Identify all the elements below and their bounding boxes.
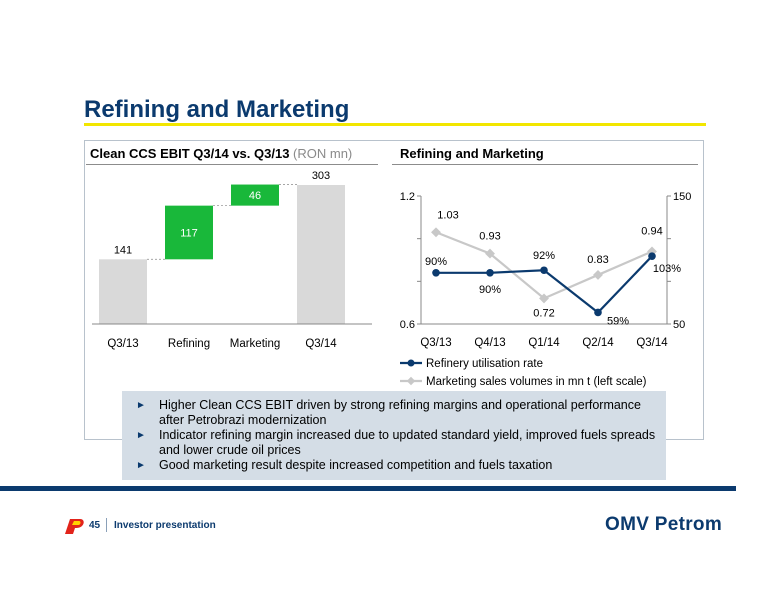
waterfall-category-label: Marketing xyxy=(230,338,281,350)
waterfall-bar xyxy=(231,184,279,206)
waterfall-value-label: 46 xyxy=(249,190,261,202)
page-title: Refining and Marketing xyxy=(84,96,350,123)
footer-separator xyxy=(106,518,107,532)
legend-marker-marketing xyxy=(406,376,416,386)
waterfall-title-unit: (RON mn) xyxy=(293,146,353,161)
waterfall-category-label: Refining xyxy=(168,338,210,350)
footer-label: Investor presentation xyxy=(114,520,216,531)
legend-label-marketing: Marketing sales volumes in mn t (left sc… xyxy=(426,376,647,388)
refinery-utilisation-point xyxy=(648,252,656,260)
footer-bar xyxy=(0,486,736,491)
legend-marker-utilisation xyxy=(407,359,415,367)
bullet-arrow-icon: ► xyxy=(136,430,146,441)
x-axis-tick-label: Q1/14 xyxy=(528,337,560,349)
waterfall-bar xyxy=(297,185,345,324)
right-axis-tick-label: 150 xyxy=(673,191,691,203)
brand-logo: OMV Petrom xyxy=(605,514,723,535)
waterfall-bar xyxy=(165,205,213,260)
key-point-item: ► Good marketing result despite increased… xyxy=(132,458,656,473)
waterfall-chart-title: Clean CCS EBIT Q3/14 vs. Q3/13 (RON mn) xyxy=(90,146,352,161)
petrom-logo-icon xyxy=(65,519,84,534)
x-axis-tick-label: Q2/14 xyxy=(582,337,614,349)
key-point-text: Indicator refining margin increased due … xyxy=(159,428,656,457)
waterfall-bar xyxy=(99,259,147,324)
marketing-volume-label: 0.83 xyxy=(587,254,608,266)
marketing-volume-point xyxy=(539,293,549,304)
page-number: 45 xyxy=(89,520,101,531)
x-axis-tick-label: Q4/13 xyxy=(474,337,505,349)
left-axis-tick-label: 0.6 xyxy=(400,319,415,331)
waterfall-category-label: Q3/14 xyxy=(305,338,337,350)
key-point-item: ► Higher Clean CCS EBIT driven by strong … xyxy=(132,398,656,428)
right-axis-tick-label: 50 xyxy=(673,319,685,331)
waterfall-value-label: 303 xyxy=(312,170,330,182)
left-axis-tick-label: 1.2 xyxy=(400,191,415,203)
refinery-utilisation-label: 90% xyxy=(425,256,447,268)
marketing-volume-label: 0.72 xyxy=(533,307,554,319)
key-points-box: ► Higher Clean CCS EBIT driven by strong … xyxy=(122,391,666,480)
left-panel-divider xyxy=(86,164,378,165)
refinery-utilisation-label: 59% xyxy=(607,315,629,327)
marketing-volume-label: 1.03 xyxy=(437,209,458,221)
bullet-arrow-icon: ► xyxy=(136,400,146,411)
refinery-utilisation-label: 92% xyxy=(533,250,555,262)
bullet-arrow-icon: ► xyxy=(136,460,146,471)
key-points-list: ► Higher Clean CCS EBIT driven by strong … xyxy=(132,398,656,473)
refinery-utilisation-point xyxy=(540,266,548,275)
title-underline xyxy=(84,123,706,126)
right-panel-divider xyxy=(392,164,698,165)
refinery-utilisation-point xyxy=(594,308,602,317)
waterfall-value-label: 141 xyxy=(114,244,132,256)
key-point-text: Good marketing result despite increased … xyxy=(159,458,553,472)
legend-label-utilisation: Refinery utilisation rate xyxy=(426,358,543,370)
waterfall-chart: 141 Q3/13 117 Refining 46 Marketing 303 Q3/14 xyxy=(92,170,372,350)
x-axis-tick-label: Q3/14 xyxy=(636,337,668,349)
waterfall-category-label: Q3/13 xyxy=(107,338,138,350)
key-point-item: ► Indicator refining margin increased due… xyxy=(132,428,656,458)
marketing-volume-point xyxy=(593,269,603,280)
x-axis-tick-label: Q3/13 xyxy=(420,337,451,349)
marketing-volume-label: 0.94 xyxy=(641,225,662,237)
waterfall-value-label: 117 xyxy=(180,227,198,239)
refinery-utilisation-label: 103% xyxy=(653,263,681,275)
marketing-volume-label: 0.93 xyxy=(479,231,500,243)
key-point-text: Higher Clean CCS EBIT driven by strong r… xyxy=(159,398,641,427)
marketing-volume-point xyxy=(431,227,441,238)
waterfall-title-text: Clean CCS EBIT Q3/14 vs. Q3/13 xyxy=(90,146,290,161)
refinery-utilisation-point xyxy=(486,269,494,277)
chart-panel xyxy=(84,140,704,440)
refinery-utilisation-point xyxy=(432,269,440,277)
refinery-utilisation-label: 90% xyxy=(479,284,501,296)
line-chart-title: Refining and Marketing xyxy=(400,146,544,161)
line-chart: 1.2 0.6 150 50 Q3/13 Q4/13 Q1/14 Q2/14 Q3/14 1.03… xyxy=(400,191,692,388)
